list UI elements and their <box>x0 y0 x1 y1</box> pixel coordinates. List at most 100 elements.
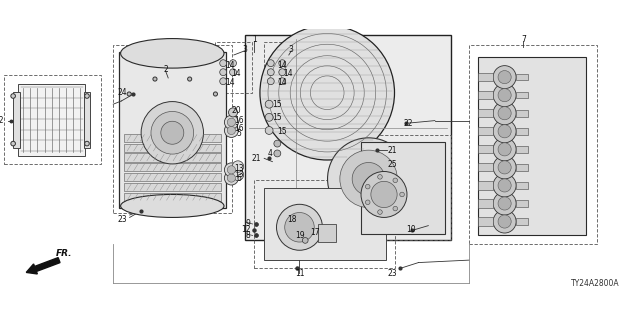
Text: 13: 13 <box>235 170 244 179</box>
Bar <box>84 92 90 148</box>
Circle shape <box>498 143 511 156</box>
Bar <box>477 181 493 189</box>
Bar <box>113 45 232 213</box>
Text: 14: 14 <box>226 77 236 86</box>
Circle shape <box>220 69 227 76</box>
Bar <box>516 92 529 99</box>
Bar <box>264 42 305 93</box>
Text: 25: 25 <box>387 160 397 169</box>
Circle shape <box>285 212 314 242</box>
Bar <box>477 109 493 117</box>
Text: 3: 3 <box>289 45 294 54</box>
Circle shape <box>11 141 15 146</box>
Circle shape <box>493 156 516 179</box>
Circle shape <box>498 197 511 210</box>
Text: 18: 18 <box>287 215 297 224</box>
Circle shape <box>227 166 236 174</box>
Circle shape <box>302 237 308 243</box>
Circle shape <box>365 200 370 204</box>
Text: 14: 14 <box>277 77 287 86</box>
Circle shape <box>228 108 237 117</box>
Circle shape <box>393 206 397 211</box>
Text: 4: 4 <box>268 149 273 158</box>
Circle shape <box>151 111 194 154</box>
Bar <box>477 145 493 153</box>
Bar <box>244 35 451 240</box>
Circle shape <box>279 78 285 85</box>
Text: 14: 14 <box>226 61 236 70</box>
Text: 21: 21 <box>252 154 261 163</box>
Bar <box>477 91 493 99</box>
Bar <box>13 92 20 148</box>
Text: 9: 9 <box>245 220 250 228</box>
Circle shape <box>400 192 404 197</box>
Circle shape <box>498 71 511 84</box>
Bar <box>516 218 529 225</box>
Circle shape <box>268 60 274 67</box>
Circle shape <box>227 174 236 182</box>
Text: 11: 11 <box>296 269 305 278</box>
Bar <box>516 182 529 189</box>
FancyArrow shape <box>26 258 60 274</box>
Circle shape <box>260 25 394 160</box>
Bar <box>516 200 529 207</box>
Bar <box>124 134 221 142</box>
Circle shape <box>498 125 511 138</box>
Text: 20: 20 <box>232 106 241 115</box>
Circle shape <box>225 124 238 137</box>
Circle shape <box>225 163 238 177</box>
Circle shape <box>265 113 273 121</box>
Bar <box>361 142 445 234</box>
Circle shape <box>493 84 516 107</box>
Text: 13: 13 <box>235 164 244 173</box>
Text: 15: 15 <box>273 100 282 109</box>
Circle shape <box>127 92 131 96</box>
Text: 5: 5 <box>236 129 241 138</box>
Circle shape <box>230 60 236 67</box>
Circle shape <box>279 69 285 76</box>
Circle shape <box>274 140 281 147</box>
Text: 22: 22 <box>0 116 4 125</box>
Circle shape <box>328 138 410 220</box>
Bar <box>215 42 252 93</box>
Bar <box>119 52 226 208</box>
Text: 14: 14 <box>232 69 241 78</box>
Circle shape <box>265 126 273 134</box>
Text: 17: 17 <box>310 228 320 237</box>
Circle shape <box>365 184 370 189</box>
Circle shape <box>268 78 274 85</box>
Circle shape <box>493 102 516 125</box>
Bar <box>124 144 221 152</box>
Circle shape <box>493 192 516 215</box>
Text: 21: 21 <box>387 146 397 155</box>
Circle shape <box>274 150 281 157</box>
Text: FR.: FR. <box>56 250 72 259</box>
Text: 6: 6 <box>236 173 241 182</box>
Ellipse shape <box>120 39 224 68</box>
Ellipse shape <box>120 195 224 217</box>
Text: 3: 3 <box>242 45 247 54</box>
Text: 14: 14 <box>277 61 287 70</box>
Text: 12: 12 <box>241 225 250 234</box>
Circle shape <box>378 210 382 214</box>
Circle shape <box>493 174 516 197</box>
Circle shape <box>232 169 244 180</box>
Circle shape <box>84 141 89 146</box>
Bar <box>516 146 529 153</box>
Bar <box>254 180 396 268</box>
Bar <box>477 73 493 81</box>
Text: 16: 16 <box>235 116 244 125</box>
Circle shape <box>378 175 382 179</box>
Bar <box>355 135 451 240</box>
Circle shape <box>498 89 511 102</box>
Circle shape <box>153 77 157 81</box>
Circle shape <box>220 60 227 67</box>
Circle shape <box>161 121 184 144</box>
Circle shape <box>11 94 15 98</box>
Text: 8: 8 <box>246 231 250 240</box>
Circle shape <box>227 118 236 126</box>
Bar <box>318 224 337 242</box>
Circle shape <box>498 215 511 228</box>
Circle shape <box>279 60 285 67</box>
Circle shape <box>141 101 204 164</box>
